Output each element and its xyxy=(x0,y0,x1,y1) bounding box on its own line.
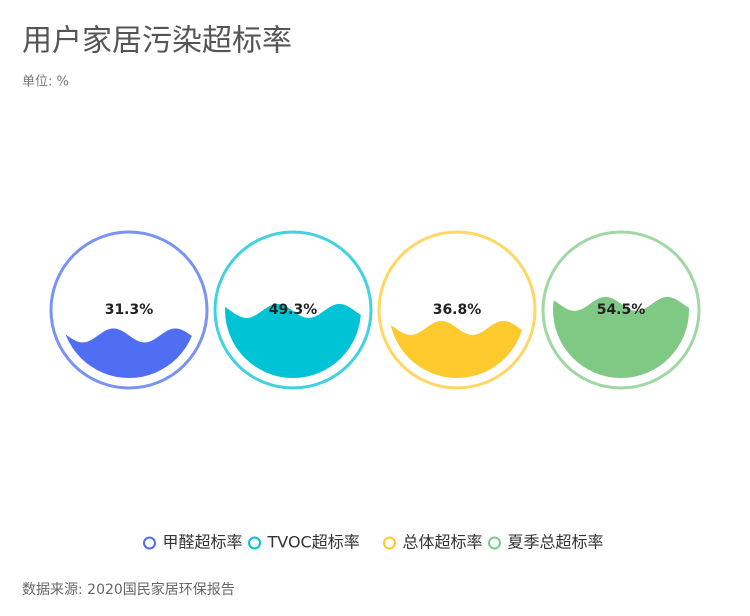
legend-label: TVOC超标率 xyxy=(267,533,360,552)
legend-marker xyxy=(488,536,501,550)
source-note: 数据来源: 2020国民家居环保报告 xyxy=(22,581,235,598)
legend-label: 夏季总超标率 xyxy=(508,533,604,552)
legend-marker xyxy=(383,536,396,550)
legend-label: 甲醛超标率 xyxy=(163,533,243,552)
legend-marker xyxy=(143,536,156,550)
legend-marker xyxy=(248,536,261,550)
value-label: 36.8% xyxy=(433,302,482,318)
outer-ring xyxy=(541,230,701,390)
value-label: 49.3% xyxy=(269,302,318,318)
value-label: 31.3% xyxy=(105,302,154,318)
outer-ring xyxy=(377,230,537,390)
liquid-fill xyxy=(553,296,689,378)
liquid-fill xyxy=(225,303,361,378)
value-label: 54.5% xyxy=(597,302,646,318)
outer-ring xyxy=(49,230,209,390)
chart-title: 用户家居污染超标率 xyxy=(22,24,292,59)
outer-ring xyxy=(213,230,373,390)
legend-label: 总体超标率 xyxy=(403,533,483,552)
chart-subtitle: 单位: % xyxy=(22,75,69,90)
